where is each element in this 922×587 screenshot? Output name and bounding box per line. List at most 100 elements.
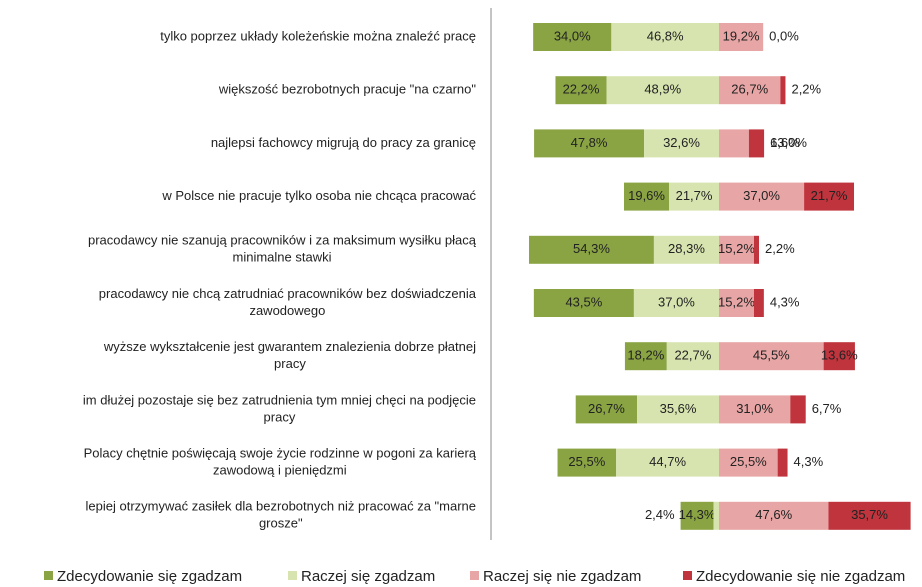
bar-segment bbox=[748, 129, 765, 158]
value-label: 2,4% bbox=[645, 507, 675, 522]
value-label: 19,2% bbox=[723, 28, 760, 43]
category-label: pracy bbox=[274, 356, 306, 371]
value-label: 15,2% bbox=[718, 294, 755, 309]
value-label: 13,0% bbox=[770, 135, 807, 150]
legend-label: Raczej się nie zgadzam bbox=[483, 568, 641, 585]
bar-segment bbox=[719, 395, 791, 424]
value-label: 37,0% bbox=[743, 188, 780, 203]
bar-segment bbox=[753, 235, 760, 264]
bar-segment bbox=[616, 448, 719, 477]
bar-segment bbox=[719, 342, 824, 371]
value-label: 26,7% bbox=[731, 82, 768, 97]
value-label: 37,0% bbox=[658, 294, 695, 309]
bar-segment bbox=[529, 235, 654, 264]
bar-segment bbox=[557, 448, 617, 477]
value-label: 13,6% bbox=[821, 348, 858, 363]
bar-segment bbox=[624, 182, 670, 211]
value-label: 14,3% bbox=[679, 507, 716, 522]
legend-swatch bbox=[683, 571, 692, 580]
bar-segment bbox=[753, 289, 764, 317]
bar-segment bbox=[790, 395, 806, 424]
value-label: 21,7% bbox=[676, 188, 713, 203]
value-label: 19,6% bbox=[628, 188, 665, 203]
category-label: im dłużej pozostaje się bez zatrudnienia… bbox=[83, 392, 476, 407]
bar-segment bbox=[719, 129, 749, 158]
legend-swatch bbox=[44, 571, 53, 580]
value-label: 45,5% bbox=[753, 348, 790, 363]
bar-segment bbox=[719, 235, 754, 264]
bar-segment bbox=[680, 501, 714, 530]
bar-segment bbox=[637, 395, 719, 424]
value-label: 54,3% bbox=[573, 241, 610, 256]
category-label: w Polsce nie pracuje tylko osoba nie chc… bbox=[161, 188, 476, 203]
category-label: pracodawcy nie szanują pracowników i za … bbox=[88, 233, 477, 248]
bar-segment bbox=[719, 289, 754, 317]
value-label: 15,2% bbox=[718, 241, 755, 256]
bar-segment bbox=[653, 235, 719, 264]
bar-segment bbox=[533, 289, 634, 317]
category-label: Polacy chętnie poświęcają swoje życie ro… bbox=[84, 446, 477, 461]
bar-segment bbox=[719, 448, 778, 477]
category-label: lepiej otrzymywać zasiłek dla bezrobotny… bbox=[86, 499, 476, 514]
bar-segment bbox=[534, 129, 645, 158]
value-label: 22,7% bbox=[674, 348, 711, 363]
value-label: 35,7% bbox=[851, 507, 888, 522]
value-label: 25,5% bbox=[730, 454, 767, 469]
bar-segment bbox=[713, 501, 719, 530]
category-label: większość bezrobotnych pracuje "na czarn… bbox=[218, 82, 476, 97]
value-label: 34,0% bbox=[554, 28, 591, 43]
value-label: 25,5% bbox=[568, 454, 605, 469]
bar-segment bbox=[823, 342, 855, 371]
bar-segment bbox=[644, 129, 719, 158]
category-label: pracy bbox=[264, 409, 296, 424]
bar-segment bbox=[666, 342, 719, 371]
category-label: pracodawcy nie chcą zatrudniać pracownik… bbox=[99, 286, 477, 301]
value-label: 4,3% bbox=[794, 454, 824, 469]
value-label: 4,3% bbox=[770, 294, 800, 309]
legend-label: Raczej się zgadzam bbox=[301, 568, 435, 585]
value-label: 43,5% bbox=[565, 294, 602, 309]
category-label: wyższe wykształcenie jest gwarantem znal… bbox=[103, 339, 476, 354]
bar-segment bbox=[575, 395, 638, 424]
legend-swatch bbox=[470, 571, 479, 580]
bar-segment bbox=[719, 501, 829, 530]
value-label: 22,2% bbox=[563, 82, 600, 97]
value-label: 6,6% bbox=[770, 135, 800, 150]
legend-label: Zdecydowanie się zgadzam bbox=[57, 568, 242, 585]
bar-segment bbox=[555, 76, 607, 105]
bar-segment bbox=[624, 342, 667, 371]
legend-swatch bbox=[288, 571, 297, 580]
value-label: 2,2% bbox=[791, 82, 821, 97]
value-label: 21,7% bbox=[811, 188, 848, 203]
value-label: 28,3% bbox=[668, 241, 705, 256]
legend-label: Zdecydowanie się nie zgadzam bbox=[696, 568, 905, 585]
value-label: 46,8% bbox=[647, 28, 684, 43]
value-label: 35,6% bbox=[660, 401, 697, 416]
bar-segment bbox=[533, 23, 612, 51]
bar-segment bbox=[633, 289, 719, 317]
bar-segment bbox=[828, 501, 911, 530]
value-label: 26,7% bbox=[588, 401, 625, 416]
bar-segment bbox=[719, 23, 764, 51]
category-label: tylko poprzez układy koleżeńskie można z… bbox=[160, 28, 476, 43]
value-label: 0,0% bbox=[769, 28, 799, 43]
bar-segment bbox=[777, 448, 788, 477]
value-label: 18,2% bbox=[627, 348, 664, 363]
value-label: 32,6% bbox=[663, 135, 700, 150]
value-label: 44,7% bbox=[649, 454, 686, 469]
bar-segment bbox=[669, 182, 719, 211]
value-label: 2,2% bbox=[765, 241, 795, 256]
value-label: 47,6% bbox=[755, 507, 792, 522]
category-label: zawodowego bbox=[249, 303, 325, 318]
category-label: minimalne stawki bbox=[233, 250, 332, 265]
value-label: 48,9% bbox=[644, 82, 681, 97]
bar-segment bbox=[780, 76, 786, 105]
bar-segment bbox=[804, 182, 855, 211]
value-label: 31,0% bbox=[736, 401, 773, 416]
bar-segment bbox=[719, 76, 781, 105]
bar-segment bbox=[611, 23, 719, 51]
value-label: 6,7% bbox=[812, 401, 842, 416]
category-label: najlepsi fachowcy migrują do pracy za gr… bbox=[211, 135, 476, 150]
bar-segment bbox=[719, 182, 805, 211]
